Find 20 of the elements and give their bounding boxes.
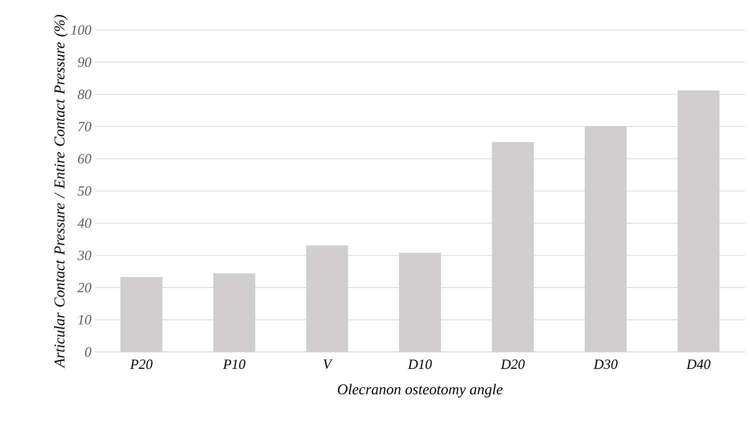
x-tick-label: D40 — [686, 360, 710, 369]
y-tick-label: 10 — [78, 315, 92, 325]
x-tick-label: D20 — [500, 360, 525, 369]
x-tick-label: V — [324, 360, 333, 369]
y-tick-label: 50 — [78, 186, 92, 196]
y-tick-label: 90 — [78, 57, 92, 67]
x-tick-label: P10 — [222, 360, 246, 369]
y-tick-label: 30 — [77, 250, 92, 260]
x-tick-label: P20 — [130, 360, 153, 369]
y-tick-label: 20 — [77, 282, 92, 292]
y-tick-label: 100 — [70, 25, 92, 35]
x-tick-label: D30 — [593, 360, 618, 369]
x-axis-title: Olecranon osteotomy angle — [338, 384, 503, 398]
y-axis-title: Articular Contact Pressure / Entire Contact Pressure (%) — [54, 14, 68, 368]
y-tick-label: 40 — [78, 218, 92, 228]
y-tick-label: 80 — [78, 90, 92, 100]
y-tick-label: 0 — [85, 347, 92, 357]
y-tick-label: 70 — [78, 122, 92, 132]
x-tick-label: D10 — [408, 360, 432, 369]
y-tick-label: 60 — [78, 154, 92, 164]
